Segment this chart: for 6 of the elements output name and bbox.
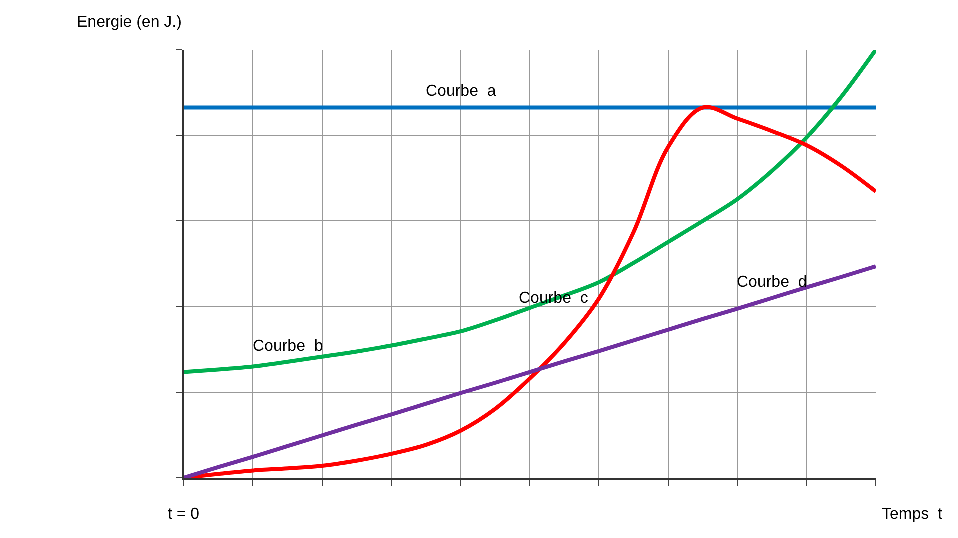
series-label: Courbe d <box>737 274 808 291</box>
series-label: Courbe b <box>253 338 324 355</box>
text: t = 0 <box>168 506 200 523</box>
x-axis-title: Temps t <box>882 506 944 523</box>
series-label: Courbe a <box>426 83 496 100</box>
y-axis-title: Energie (en J.) <box>77 14 182 31</box>
